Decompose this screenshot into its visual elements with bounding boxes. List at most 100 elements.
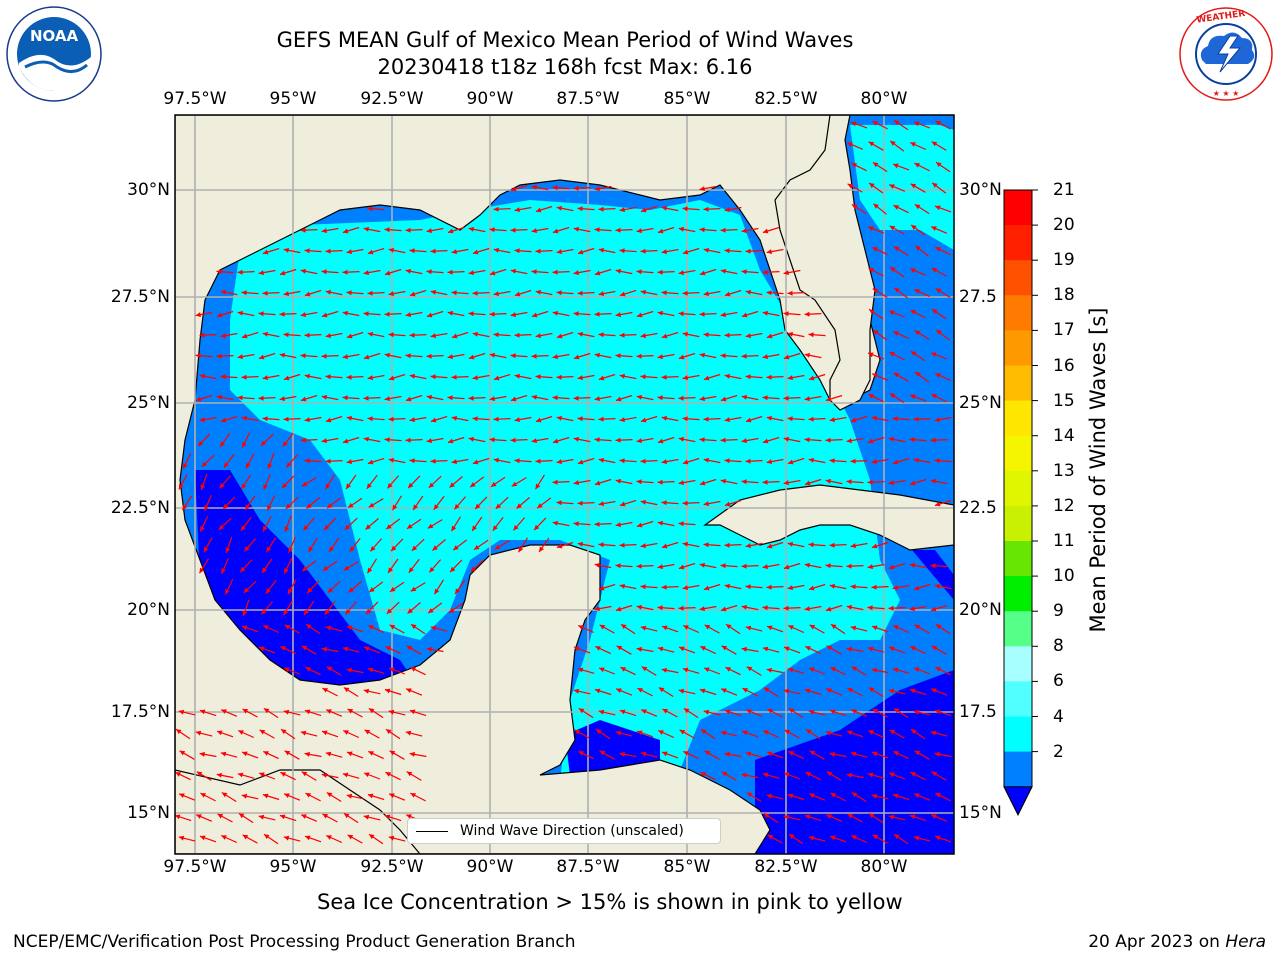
wind-arrow-head [225, 589, 230, 595]
wind-arrow-head [468, 354, 475, 360]
wind-arrow-head [326, 709, 332, 714]
wind-arrow-head [346, 483, 351, 489]
wind-arrow-head [342, 646, 349, 652]
wind-arrow-head [703, 206, 709, 212]
colorbar-tick-label: 10 [1053, 566, 1075, 587]
wind-arrow-head [911, 225, 917, 230]
wind-arrow-head [892, 667, 899, 673]
wind-arrow-head [348, 502, 354, 508]
wind-arrow-head [324, 524, 330, 531]
map-title: GEFS MEAN Gulf of Mexico Mean Period of … [276, 28, 854, 52]
colorbar-tick-label: 14 [1053, 425, 1075, 446]
wind-arrow-head [324, 609, 330, 615]
wind-arrow-head [430, 625, 437, 631]
wind-arrow-head [574, 729, 581, 735]
wind-arrow-head [889, 393, 896, 399]
wind-arrow-head [615, 312, 621, 318]
wind-arrow-head [678, 564, 685, 570]
wind-arrow-head [640, 248, 646, 254]
wind-arrow-head [615, 606, 622, 612]
wind-arrow-head [342, 310, 348, 316]
wind-arrow-head [364, 729, 371, 735]
wind-arrow-head [199, 751, 205, 757]
wind-arrow-head [767, 625, 773, 631]
wind-arrow-head [410, 793, 416, 798]
wind-arrow-head [363, 311, 369, 317]
wind-arrow-head [935, 835, 941, 841]
wind-arrow-head [889, 352, 895, 357]
wind-arrow-head [573, 354, 580, 360]
wind-arrow-head [615, 563, 621, 569]
wind-arrow-head [406, 688, 412, 693]
wind-arrow-head [850, 584, 856, 590]
wind-arrow-head [329, 546, 334, 552]
wind-arrow-head [808, 835, 815, 841]
wind-arrow-head [323, 565, 329, 571]
wind-arrow-head [809, 793, 815, 798]
wind-arrow-head [661, 249, 667, 255]
colorbar-tick-label: 4 [1053, 706, 1064, 727]
wind-arrow-head [304, 609, 309, 615]
wind-arrow-head [342, 438, 349, 444]
wind-arrow-head [910, 310, 917, 315]
sea-deep-south [755, 670, 954, 854]
wind-arrow-head [636, 394, 642, 400]
wind-arrow-head [327, 587, 334, 593]
wind-arrow-head [804, 396, 810, 402]
wind-arrow-head [410, 586, 417, 592]
wind-arrow-head [724, 542, 730, 548]
wind-arrow-head [720, 268, 726, 274]
wind-arrow-head [661, 459, 667, 465]
wind-arrow-head [657, 520, 663, 526]
wind-arrow-head [282, 482, 288, 489]
lon-tick-bottom: 95°W [269, 857, 317, 877]
wind-arrow-head [683, 751, 689, 756]
wind-arrow-head [203, 546, 209, 553]
lon-tick-bottom: 82.5°W [754, 857, 818, 877]
wind-arrow-head [447, 354, 453, 360]
wind-arrow-head [766, 543, 773, 549]
wind-arrow-head [847, 183, 854, 189]
wind-arrow-head [242, 442, 247, 448]
colorbar-frame [1003, 189, 1033, 816]
wind-arrow-head [932, 309, 938, 314]
wind-arrow-head [514, 207, 520, 213]
wind-arrow-head [325, 374, 331, 380]
wind-arrow-head [620, 667, 626, 672]
wind-arrow-head [326, 792, 333, 798]
wind-arrow-head [258, 395, 264, 401]
wind-arrow-head [704, 667, 710, 673]
wind-arrow-head [619, 332, 625, 338]
wind-arrow-head [661, 415, 667, 421]
lon-tick-bottom: 92.5°W [360, 857, 424, 877]
wind-arrow-head [263, 484, 268, 490]
wind-arrow-head [531, 269, 537, 275]
wind-arrow-head [911, 351, 917, 357]
wind-arrow-head [179, 750, 186, 756]
colorbar-segment [1004, 470, 1032, 507]
wind-arrow-head [573, 226, 579, 232]
wind-arrow-head [409, 248, 415, 254]
wind-arrow-head [867, 772, 874, 778]
wind-arrow-head [871, 415, 877, 421]
wind-arrow-head [342, 354, 348, 360]
wind-arrow-head [266, 546, 272, 553]
wind-arrow-head [426, 438, 432, 444]
wind-arrow-head [914, 793, 920, 798]
wind-arrow-head [682, 500, 688, 506]
wind-arrow-head [262, 331, 268, 337]
wind-arrow-head [219, 483, 225, 489]
wind-arrow-head [700, 772, 706, 777]
wind-arrow-head [577, 331, 583, 337]
wind-arrow-head [935, 121, 942, 126]
wind-arrow-head [657, 605, 663, 611]
wind-arrow-head [678, 270, 684, 276]
wind-arrow-head [741, 563, 747, 569]
wind-arrow-head [808, 332, 814, 338]
wind-arrow-head [636, 353, 642, 359]
wind-arrow-head [619, 248, 625, 254]
wind-arrow-head [472, 331, 478, 337]
wind-arrow-head [573, 270, 579, 276]
wind-arrow-head [726, 624, 732, 630]
wind-arrow-head [721, 771, 728, 777]
